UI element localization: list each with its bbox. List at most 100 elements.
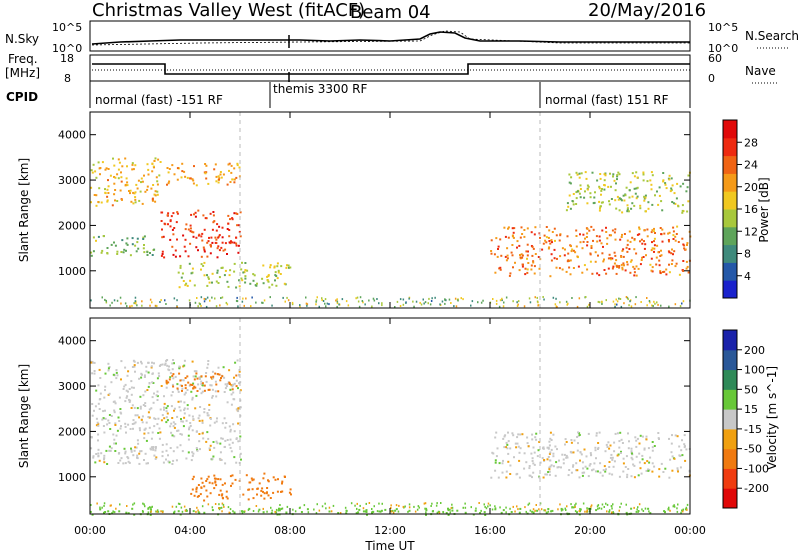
- data-cell: [285, 511, 288, 514]
- data-cell: [630, 259, 633, 262]
- ground-scatter-cell: [470, 304, 472, 307]
- data-cell: [532, 260, 535, 263]
- data-cell: [580, 172, 583, 175]
- data-cell: [640, 472, 643, 475]
- ground-scatter-cell: [623, 302, 625, 305]
- ground-scatter-cell: [616, 303, 618, 306]
- data-cell: [235, 286, 238, 289]
- data-cell: [502, 509, 505, 512]
- data-cell: [127, 460, 130, 463]
- ground-scatter-cell: [141, 300, 143, 303]
- data-cell: [548, 246, 551, 249]
- data-cell: [587, 185, 590, 188]
- data-cell: [538, 267, 541, 270]
- ground-scatter-cell: [237, 305, 239, 308]
- data-cell: [198, 387, 201, 390]
- data-cell: [592, 239, 594, 242]
- x-tick-label: 08:00: [274, 524, 306, 537]
- data-cell: [175, 221, 178, 224]
- data-cell: [214, 163, 217, 166]
- data-cell: [179, 255, 182, 258]
- data-cell: [620, 263, 623, 266]
- data-cell: [223, 446, 226, 448]
- data-cell: [132, 419, 135, 422]
- data-cell: [632, 463, 635, 466]
- data-cell: [601, 252, 604, 255]
- data-cell: [207, 475, 210, 478]
- data-cell: [154, 190, 157, 193]
- ground-scatter-cell: [156, 304, 158, 307]
- data-cell: [233, 262, 236, 265]
- data-cell: [148, 382, 151, 385]
- data-cell: [163, 222, 166, 225]
- data-cell: [621, 233, 623, 236]
- data-cell: [116, 429, 119, 432]
- data-cell: [138, 416, 141, 419]
- ground-scatter-cell: [483, 503, 485, 506]
- data-cell: [642, 256, 645, 258]
- ground-scatter-cell: [356, 296, 359, 299]
- ground-scatter-cell: [555, 297, 557, 300]
- data-cell: [262, 282, 265, 285]
- data-cell: [550, 239, 553, 242]
- data-cell: [165, 359, 168, 362]
- data-cell: [631, 236, 634, 239]
- cpid-segment-3: normal (fast) 151 RF: [545, 93, 669, 107]
- data-cell: [569, 207, 572, 210]
- data-cell: [519, 507, 522, 510]
- ground-scatter-cell: [566, 505, 568, 508]
- data-cell: [106, 195, 109, 198]
- ground-scatter-cell: [453, 305, 455, 308]
- data-cell: [653, 465, 656, 468]
- data-cell: [618, 475, 621, 478]
- data-cell: [152, 401, 155, 404]
- data-cell: [170, 405, 173, 408]
- data-cell: [214, 236, 217, 239]
- ground-scatter-cell: [642, 510, 645, 512]
- data-cell: [218, 177, 221, 180]
- data-cell: [595, 235, 598, 238]
- data-cell: [177, 271, 180, 274]
- data-cell: [605, 272, 608, 275]
- data-cell: [596, 179, 599, 182]
- data-cell: [519, 433, 522, 436]
- data-cell: [126, 165, 128, 168]
- data-cell: [263, 472, 266, 475]
- data-cell: [658, 438, 660, 440]
- data-cell: [165, 410, 168, 413]
- data-cell: [603, 188, 606, 191]
- data-cell: [511, 227, 514, 230]
- data-cell: [118, 452, 121, 454]
- data-cell: [639, 240, 641, 243]
- data-cell: [99, 173, 101, 176]
- data-cell: [139, 429, 141, 432]
- ground-scatter-cell: [228, 511, 230, 514]
- ground-scatter-cell: [390, 507, 392, 509]
- data-cell: [229, 446, 232, 449]
- data-cell: [507, 227, 509, 230]
- data-cell: [143, 174, 145, 177]
- data-cell: [638, 461, 641, 464]
- ground-scatter-cell: [219, 304, 221, 307]
- data-cell: [550, 259, 553, 262]
- data-cell: [172, 459, 175, 462]
- ground-scatter-cell: [211, 296, 213, 299]
- data-cell: [235, 437, 238, 440]
- data-cell: [622, 248, 625, 251]
- data-cell: [239, 389, 242, 392]
- data-cell: [219, 458, 221, 461]
- ground-scatter-cell: [112, 510, 114, 513]
- data-cell: [166, 405, 169, 408]
- data-cell: [618, 440, 621, 443]
- data-cell: [631, 458, 634, 461]
- data-cell: [215, 229, 218, 232]
- ground-scatter-cell: [590, 504, 593, 507]
- ground-scatter-cell: [105, 301, 108, 304]
- data-cell: [223, 376, 226, 379]
- data-cell: [201, 239, 204, 242]
- data-cell: [531, 510, 534, 513]
- data-cell: [246, 269, 249, 272]
- data-cell: [213, 421, 216, 424]
- ground-scatter-cell: [635, 510, 638, 513]
- data-cell: [533, 272, 536, 275]
